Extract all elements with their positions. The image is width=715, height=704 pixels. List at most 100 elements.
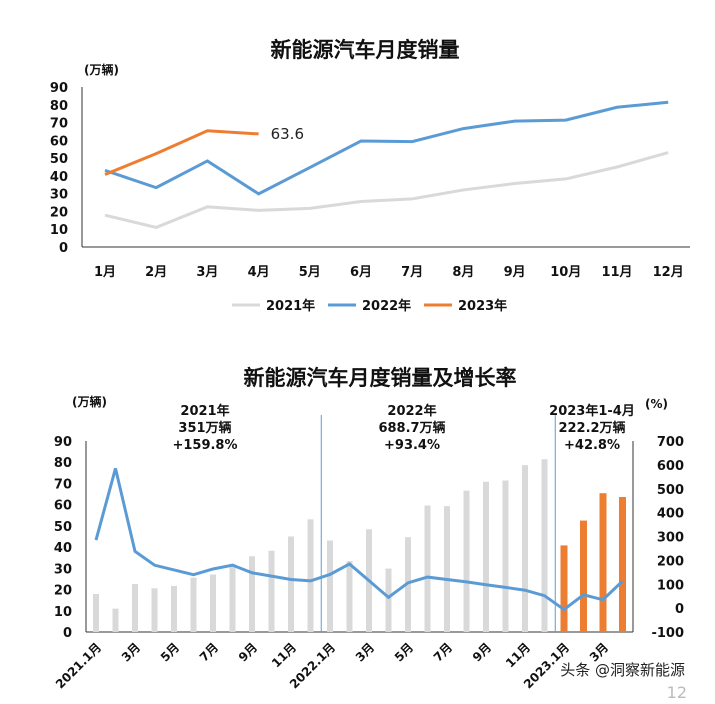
data-label: 63.6 xyxy=(271,125,304,143)
sales-bar xyxy=(190,577,197,632)
growth-line xyxy=(94,468,624,612)
chart2-ylabel-right: (%) xyxy=(645,397,668,411)
y-tick-label-right: 300 xyxy=(657,531,684,546)
x-tick-label: 3月 xyxy=(196,265,218,280)
chart2-ylabel-left: (万辆) xyxy=(72,394,107,409)
x-tick-label: 11月 xyxy=(503,640,533,670)
y-tick-label: 70 xyxy=(50,117,68,132)
y-tick-label: 30 xyxy=(50,188,68,203)
group-total: 688.7万辆 xyxy=(378,420,445,436)
y-tick-label: 90 xyxy=(50,81,68,96)
sales-bar xyxy=(268,550,275,632)
sales-bar xyxy=(385,568,392,632)
sales-bar xyxy=(151,588,158,632)
sales-bar xyxy=(229,563,236,632)
y-tick-label-left: 50 xyxy=(54,520,72,535)
sales-bar xyxy=(541,459,548,632)
sales-bar xyxy=(560,545,568,632)
group-total: 222.2万辆 xyxy=(558,420,625,436)
chart1-ylabel: (万辆) xyxy=(84,62,119,77)
sales-bar xyxy=(502,480,509,632)
sales-bar xyxy=(288,536,294,632)
y-tick-label-right: 600 xyxy=(657,459,684,474)
x-tick-label: 3月 xyxy=(353,640,377,664)
sales-bar xyxy=(483,481,489,632)
y-tick-label-left: 40 xyxy=(54,541,72,556)
sales-bar xyxy=(463,490,470,632)
sales-bar xyxy=(93,594,99,632)
x-tick-label: 7月 xyxy=(401,265,423,280)
x-tick-label: 7月 xyxy=(431,640,455,664)
sales-bar xyxy=(132,584,138,632)
legend-label: 2023年 xyxy=(458,298,507,314)
group-growth: +159.8% xyxy=(172,438,237,453)
series-line-2023年 xyxy=(104,129,259,176)
y-tick-label: 80 xyxy=(50,99,68,114)
y-tick-label-left: 70 xyxy=(54,477,72,492)
y-tick-label-right: 700 xyxy=(657,435,684,450)
y-tick-label: 20 xyxy=(50,205,68,220)
y-tick-label: 0 xyxy=(59,241,68,256)
y-tick-label: 40 xyxy=(50,170,68,185)
sales-bar xyxy=(580,520,587,632)
x-tick-label: 10月 xyxy=(550,265,581,280)
y-tick-label-left: 80 xyxy=(54,456,72,471)
legend-label: 2022年 xyxy=(362,298,411,314)
y-tick-label: 60 xyxy=(50,134,68,149)
x-tick-label: 2月 xyxy=(145,265,167,280)
chart2-title: 新能源汽车月度销量及增长率 xyxy=(244,366,517,390)
x-tick-label: 6月 xyxy=(350,265,372,280)
y-tick-label: 50 xyxy=(50,152,68,167)
series-line-2021年 xyxy=(104,151,669,230)
x-tick-label: 4月 xyxy=(248,265,270,280)
group-growth: +93.4% xyxy=(384,438,440,453)
sales-bar xyxy=(522,465,528,632)
x-tick-label: 1月 xyxy=(94,265,116,280)
x-tick-label: 9月 xyxy=(470,640,494,664)
y-tick-label-right: 0 xyxy=(675,602,684,617)
sales-bar xyxy=(307,519,314,632)
x-tick-label: 9月 xyxy=(236,640,260,664)
y-tick-label-right: 100 xyxy=(657,578,684,593)
x-tick-label: 7月 xyxy=(197,640,221,664)
sales-bar xyxy=(619,497,626,632)
y-tick-label-right: 400 xyxy=(657,507,684,522)
sales-bar xyxy=(327,540,333,632)
y-tick-label-left: 0 xyxy=(63,626,72,641)
y-tick-label-right: -100 xyxy=(651,626,684,641)
legend-label: 2021年 xyxy=(266,298,315,314)
sales-bar xyxy=(599,493,607,632)
x-tick-label: 5月 xyxy=(299,265,321,280)
group-growth: +42.8% xyxy=(564,438,620,453)
group-year: 2021年 xyxy=(180,403,229,419)
chart1-title: 新能源汽车月度销量 xyxy=(271,38,460,62)
x-tick-label: 5月 xyxy=(158,640,182,664)
y-tick-label-left: 20 xyxy=(54,584,72,599)
y-tick-label: 10 xyxy=(50,223,68,238)
y-tick-label-left: 30 xyxy=(54,562,72,577)
x-tick-label: 3月 xyxy=(119,640,143,664)
x-tick-label: 11月 xyxy=(269,640,299,670)
x-tick-label: 11月 xyxy=(601,265,632,280)
x-tick-label: 9月 xyxy=(504,265,526,280)
watermark-text: 头条 @洞察新能源 xyxy=(560,661,685,679)
sales-bar xyxy=(346,561,353,632)
sales-bar xyxy=(424,505,431,632)
x-tick-label: 5月 xyxy=(392,640,416,664)
series-line-2022年 xyxy=(104,100,669,196)
sales-bar xyxy=(249,556,255,632)
sales-bar xyxy=(444,506,450,632)
y-tick-label-right: 200 xyxy=(657,554,684,569)
group-year: 2023年1-4月 xyxy=(549,403,635,419)
x-tick-label: 8月 xyxy=(452,265,474,280)
page-number: 12 xyxy=(666,683,687,702)
y-tick-label-left: 60 xyxy=(54,499,72,514)
x-tick-label: 12月 xyxy=(653,265,684,280)
group-year: 2022年 xyxy=(387,403,436,419)
x-tick-label: 2021.1月 xyxy=(53,640,104,691)
y-tick-label-left: 10 xyxy=(54,605,72,620)
sales-bar xyxy=(112,608,119,632)
y-tick-label-right: 500 xyxy=(657,483,684,498)
